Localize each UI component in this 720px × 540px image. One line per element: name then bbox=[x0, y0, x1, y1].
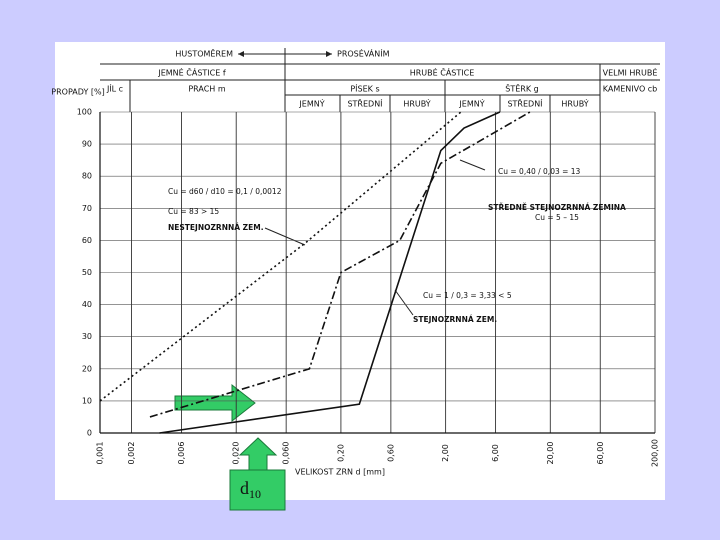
leader-line bbox=[394, 289, 414, 316]
fraction-label: ŠTĚRK g bbox=[505, 83, 538, 94]
method-right: PROSÉVÁNÍM bbox=[337, 48, 390, 59]
y-tick-label: 60 bbox=[82, 236, 92, 245]
fraction-label: KAMENIVO cb bbox=[603, 85, 658, 94]
y-tick-label: 100 bbox=[77, 108, 92, 117]
y-tick-label: 90 bbox=[82, 140, 92, 149]
d10-label: d10 bbox=[240, 478, 261, 501]
fraction-label: PRACH m bbox=[188, 85, 226, 94]
d10-arrow-right bbox=[174, 383, 256, 423]
x-tick-label: 6,00 bbox=[491, 444, 500, 462]
x-tick-label: 0,001 bbox=[96, 442, 105, 465]
x-tick-label: 0,060 bbox=[282, 442, 291, 465]
y-tick-label: 70 bbox=[82, 204, 92, 213]
formula: Cu = 0,40 / 0,03 = 13 bbox=[498, 167, 581, 176]
series-line bbox=[149, 111, 531, 418]
d10-box bbox=[229, 469, 286, 511]
subfraction-label: STŘEDNÍ bbox=[347, 98, 383, 109]
formula: Cu = 5 – 15 bbox=[535, 213, 579, 222]
formula: Cu = 83 > 15 bbox=[168, 207, 219, 216]
y-axis-label: PROPADY [%] bbox=[51, 88, 104, 97]
formula: Cu = d60 / d10 = 0,1 / 0,0012 bbox=[168, 187, 282, 196]
subfraction-label: STŘEDNÍ bbox=[507, 98, 543, 109]
x-tick-label: 0,002 bbox=[127, 442, 136, 465]
x-tick-label: 0,006 bbox=[177, 442, 186, 465]
y-tick-label: 40 bbox=[82, 300, 92, 309]
x-tick-label: 2,00 bbox=[441, 444, 450, 462]
d10-letter: d bbox=[240, 478, 249, 498]
x-axis-label: VELIKOST ZRN d [mm] bbox=[295, 468, 385, 477]
group-label: JEMNÉ ČÁSTICE f bbox=[157, 67, 225, 78]
subfraction-label: HRUBÝ bbox=[403, 98, 430, 109]
d10-subscript: 10 bbox=[249, 487, 261, 501]
leader-line bbox=[264, 227, 306, 246]
y-tick-label: 50 bbox=[82, 268, 92, 277]
x-tick-label: 200,00 bbox=[651, 439, 660, 467]
group-label: VELMI HRUBÉ bbox=[603, 67, 658, 78]
x-tick-label: 0,20 bbox=[336, 444, 345, 462]
subfraction-label: JEMNÝ bbox=[458, 98, 484, 109]
y-tick-label: 80 bbox=[82, 172, 92, 181]
leader-line bbox=[459, 159, 486, 171]
series-label: STEJNOZRNNÁ ZEM. bbox=[413, 315, 497, 324]
y-tick-label: 20 bbox=[82, 364, 92, 373]
series-label: STŘEDNĚ STEJNOZRNNÁ ZEMINA bbox=[488, 203, 626, 212]
subfraction-label: JEMNÝ bbox=[298, 98, 324, 109]
d10-arrow-up bbox=[238, 437, 278, 471]
header-frame bbox=[100, 48, 660, 112]
y-tick-label: 30 bbox=[82, 332, 92, 341]
x-tick-label: 20,00 bbox=[546, 442, 555, 465]
x-tick-label: 0,60 bbox=[386, 444, 395, 462]
group-label: HRUBÉ ČÁSTICE bbox=[410, 67, 475, 78]
fraction-label: PÍSEK s bbox=[350, 83, 379, 94]
y-tick-label: 0 bbox=[87, 429, 92, 438]
x-tick-label: 60,00 bbox=[596, 442, 605, 465]
series-label: NESTEJNOZRNNÁ ZEM. bbox=[168, 223, 264, 232]
y-tick-label: 10 bbox=[82, 396, 92, 405]
x-tick-label: 0,020 bbox=[232, 442, 241, 465]
scan-area bbox=[55, 42, 665, 500]
series-line bbox=[159, 111, 501, 434]
fraction-label: JÍL c bbox=[106, 83, 123, 94]
method-left: HUSTOMĚREM bbox=[175, 48, 233, 59]
series-line bbox=[99, 111, 462, 402]
formula: Cu = 1 / 0,3 = 3,33 < 5 bbox=[423, 291, 512, 300]
subfraction-label: HRUBÝ bbox=[561, 98, 588, 109]
